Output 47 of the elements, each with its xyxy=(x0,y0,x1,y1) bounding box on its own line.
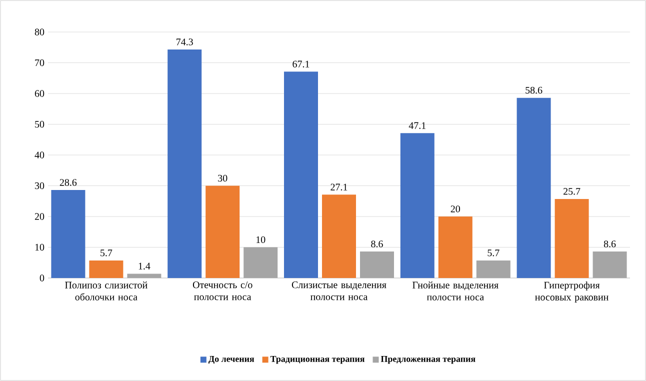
bar xyxy=(554,198,589,278)
data-label: 20 xyxy=(450,206,460,212)
data-label: 67.1 xyxy=(292,60,310,68)
y-tick-label: 60 xyxy=(34,90,44,97)
data-label: 74.3 xyxy=(176,38,193,46)
bar xyxy=(438,216,472,278)
y-tick-label: 20 xyxy=(34,213,44,220)
data-label: 8.6 xyxy=(604,240,616,248)
data-label: 8.6 xyxy=(371,240,383,248)
data-label: 5.7 xyxy=(100,250,112,256)
data-label: 27.1 xyxy=(330,184,348,190)
data-label: 5.7 xyxy=(488,250,500,256)
data-label: 28.6 xyxy=(60,179,77,186)
data-label: 30 xyxy=(218,174,228,182)
legend-label: Предложенная терапия xyxy=(380,356,476,364)
data-label: 25.7 xyxy=(564,188,580,195)
y-tick-label: 40 xyxy=(34,152,44,158)
data-label: 58.6 xyxy=(526,86,542,94)
bar xyxy=(284,72,318,278)
y-tick-label: 70 xyxy=(35,59,44,66)
bar xyxy=(168,50,202,278)
legend-label: Традиционная терапия xyxy=(270,356,365,364)
legend-label: До лечения xyxy=(208,356,254,364)
bar xyxy=(592,252,627,278)
bar xyxy=(51,190,86,278)
data-label: 1.4 xyxy=(138,262,150,270)
bar xyxy=(322,194,356,278)
bar xyxy=(360,252,394,278)
bar xyxy=(244,247,278,278)
x-tick-label: Гипертрофия носовых раковин xyxy=(535,282,608,303)
y-tick-label: 10 xyxy=(35,244,44,251)
data-label: 47.1 xyxy=(408,122,426,129)
x-tick-label: Гнойные выделения полости носа xyxy=(412,282,498,300)
bar xyxy=(476,260,510,278)
data-label: 10 xyxy=(256,236,266,244)
bar xyxy=(89,260,124,278)
bar xyxy=(400,133,434,278)
bar xyxy=(127,274,162,278)
x-tick-label: Отечность с/о полости носа xyxy=(192,282,252,300)
x-tick-label: Слизистые выделения полости носа xyxy=(292,282,386,300)
x-tick-label: Полипоз слизистой оболочки носа xyxy=(65,282,148,300)
bar xyxy=(516,98,551,278)
bar xyxy=(206,186,240,278)
y-tick-label: 0 xyxy=(40,274,44,282)
y-tick-label: 80 xyxy=(34,28,44,36)
y-tick-label: 50 xyxy=(35,120,44,128)
y-tick-label: 30 xyxy=(35,182,44,190)
